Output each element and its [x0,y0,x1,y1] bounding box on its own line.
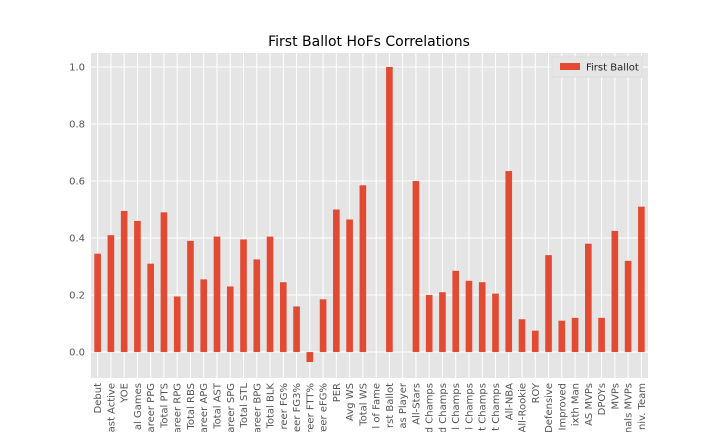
x-tick-label: Defensive [544,383,555,432]
x-tick-label: Debut [93,383,104,414]
x-tick-label: Total RBS [186,383,197,431]
bar [187,240,194,353]
x-tick-label: ixth Man [571,383,582,426]
bar [638,206,645,353]
bar [266,236,274,353]
x-tick-label: DPOYs [597,383,608,415]
bar [253,259,261,353]
x-tick-label: l Champs [464,383,475,430]
x-tick-label: areer APG [199,383,210,432]
x-tick-label: d Champs [425,383,436,432]
bar [492,293,499,353]
x-tick-label: All-Rookie [518,383,529,432]
bar [293,306,300,353]
y-tick-label: 0.8 [69,119,85,130]
bar [386,66,393,353]
x-tick-label: al Games [133,383,144,430]
x-tick-label: Total STL [239,383,250,429]
bar [240,239,247,353]
x-tick-label: All-Stars [411,383,422,425]
bar [200,279,208,353]
bar [279,282,287,353]
x-tick-label: Total PTS [159,383,170,429]
bar [213,236,221,353]
bar [611,230,619,353]
y-tick-label: 0.2 [69,291,85,302]
x-tick-label: PER [332,383,343,402]
x-tick-label: inals MVPs [624,383,635,432]
bar [624,260,632,353]
x-tick-label: All-NBA [504,383,515,420]
x-tick-label: l of Fame [372,383,383,429]
bar [452,270,460,353]
x-tick-label: YOE [120,383,131,404]
x-tick-label: Avg WS [345,383,356,421]
legend-box [551,56,643,78]
x-tick-label: AS MVPs [584,383,595,426]
x-tick-label: areer PPG [146,383,157,432]
y-tick-label: 0.4 [69,234,85,245]
x-tick-label: areer FTT% [305,383,316,432]
bar [585,243,592,353]
y-tick-label: 0.6 [69,177,85,188]
bar [319,299,327,353]
bar [425,295,433,353]
x-tick-label: areer SPG [226,383,237,432]
bar [505,171,513,353]
bar [94,253,101,353]
x-tick-label: reer eFG% [319,383,330,432]
x-tick-label: ast Active [106,383,117,432]
bar [439,292,446,353]
bar [173,296,181,353]
bar [571,317,579,353]
bar [160,212,168,353]
legend-swatch [560,63,580,70]
x-tick-label: Total WS [358,383,369,427]
bar [412,181,420,353]
x-tick-label: ROY [531,382,542,403]
bar [478,282,486,353]
x-tick-label: l Champs [451,383,462,430]
legend-label: First Ballot [586,63,639,74]
y-tick-label: 0.0 [69,348,85,359]
bar [558,320,566,353]
bar [359,185,367,353]
bar [134,220,141,353]
bar [306,352,314,363]
x-tick-label: t Champs [491,383,502,431]
bar [598,317,605,353]
x-tick-label: Total AST [212,382,223,430]
x-tick-label: rst Ballot [385,383,396,428]
bar [545,255,552,353]
bar [346,219,353,353]
chart-title: First Ballot HoFs Correlations [268,34,470,50]
bar [107,235,115,353]
x-tick-label: as Player [398,382,409,429]
x-tick-label: niv. Team [637,383,648,430]
y-tick-label: 1.0 [69,62,85,73]
bar [531,330,539,353]
x-tick-label: reer FG3% [292,383,303,432]
bar [226,286,234,353]
x-tick-label: areer RPG [173,383,184,432]
plot-area [91,53,648,378]
x-tick-label: Improved [557,383,568,430]
bar [518,319,526,353]
x-tick-label: Total BLK [266,383,277,430]
x-tick-label: d Champs [438,383,449,432]
x-tick-label: t Champs [478,383,489,431]
bar [465,280,473,353]
bar [147,263,154,353]
bar [333,209,340,353]
bar [120,210,128,353]
x-tick-label: areer BPG [252,383,263,432]
x-tick-label: MVPs [610,383,621,410]
x-tick-label: reer FG% [279,383,290,430]
